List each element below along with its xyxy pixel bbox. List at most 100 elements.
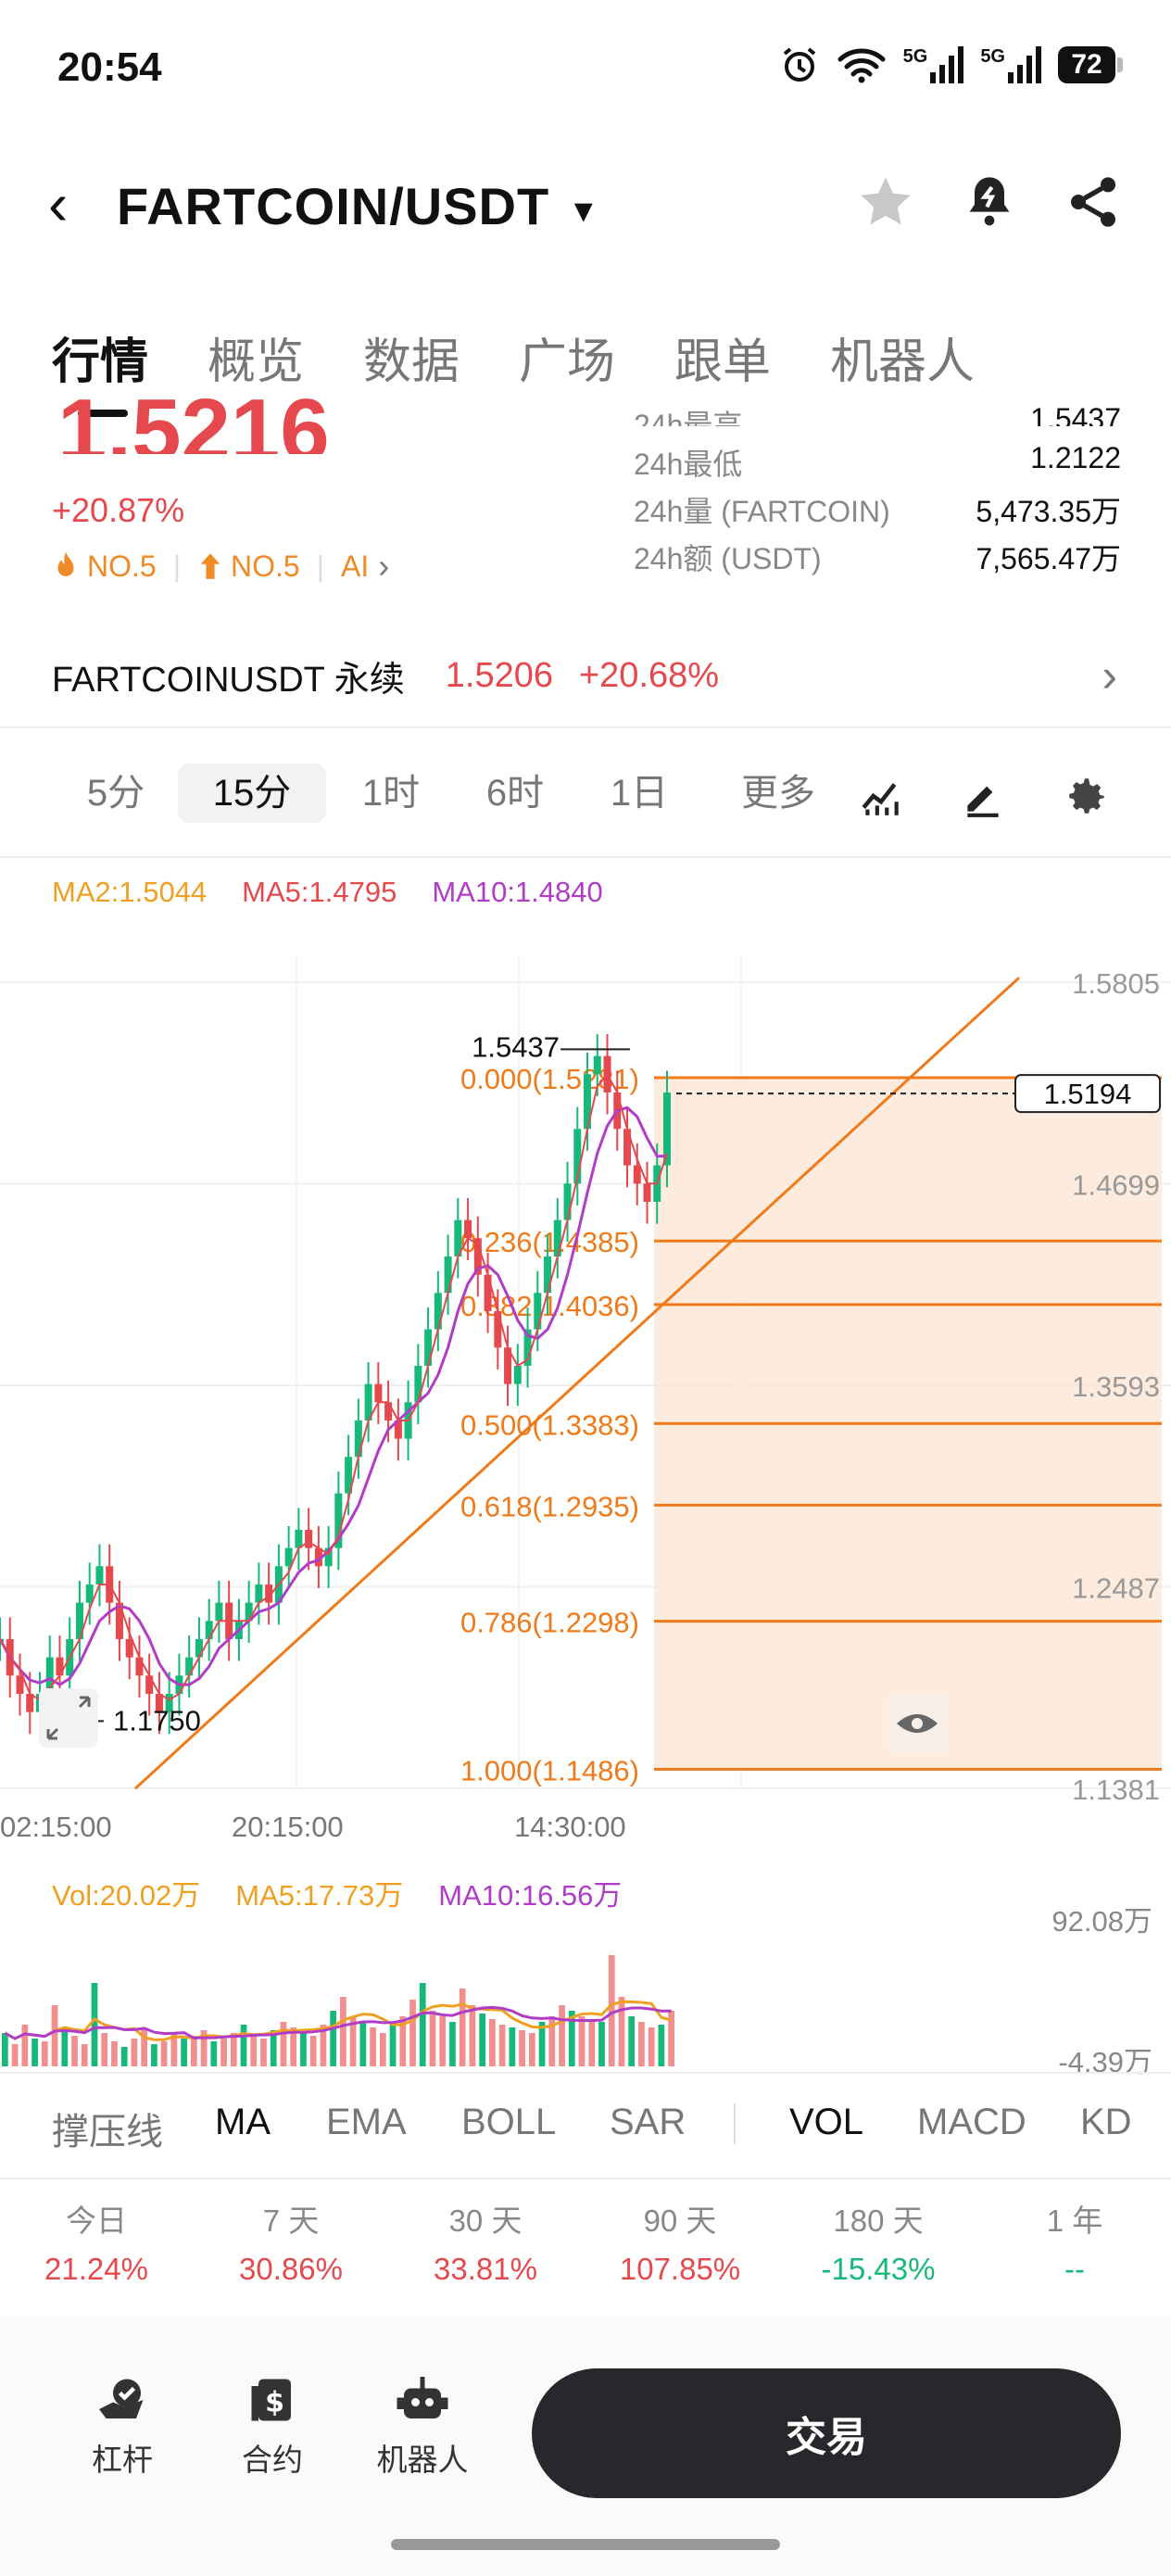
ind-boll[interactable]: BOLL bbox=[461, 2102, 557, 2142]
price-chart[interactable]: 0.000(1.5281)0.236(1.4385)0.382(1.4036)0… bbox=[0, 936, 1171, 1863]
eye-icon[interactable] bbox=[888, 1694, 947, 1753]
volume-bar bbox=[81, 2044, 88, 2066]
draw-pen-icon[interactable] bbox=[960, 773, 1006, 819]
volume-bar bbox=[618, 1997, 625, 2066]
y-tick-label: 1.3593 bbox=[1072, 1370, 1160, 1403]
tf-5m[interactable]: 5分 bbox=[86, 773, 145, 814]
share-icon[interactable] bbox=[1064, 172, 1123, 232]
tf-6h[interactable]: 6时 bbox=[485, 773, 545, 814]
ma2-value: MA2:1.5044 bbox=[52, 876, 208, 908]
nav-contract[interactable]: $ 合约 bbox=[217, 2372, 328, 2480]
perf-1y: 1 年 -- bbox=[982, 2196, 1167, 2287]
gear-icon[interactable] bbox=[1064, 773, 1110, 819]
trendline bbox=[133, 976, 1021, 1790]
vol-ma5-value: MA5:17.73万 bbox=[235, 1879, 404, 1912]
expand-icon-bg bbox=[39, 1688, 98, 1748]
tab-overview[interactable]: 概览 bbox=[208, 335, 305, 389]
perf-value: 33.81% bbox=[434, 2252, 537, 2286]
ma5-line bbox=[0, 1072, 668, 1701]
tab-market[interactable]: 行情 bbox=[52, 335, 149, 389]
bottom-nav: 杠杆 $ 合约 机器人 交易 bbox=[0, 2317, 1171, 2576]
ind-sar[interactable]: SAR bbox=[610, 2102, 686, 2142]
tf-more[interactable]: 更多 bbox=[741, 773, 815, 814]
volume-bar bbox=[91, 1983, 98, 2066]
status-bar: 20:54 5G 5G 72 bbox=[0, 0, 1171, 139]
candle-body bbox=[643, 1183, 651, 1202]
volume-bar bbox=[608, 1955, 615, 2066]
ind-ma[interactable]: MA bbox=[215, 2102, 271, 2142]
tab-bots[interactable]: 机器人 bbox=[830, 335, 976, 389]
leverage-icon bbox=[99, 2379, 144, 2418]
bell-alert-icon[interactable] bbox=[960, 172, 1019, 232]
tab-square[interactable]: 广场 bbox=[519, 335, 616, 389]
ind-macd[interactable]: MACD bbox=[917, 2102, 1026, 2142]
current-price-label: 1.5194 bbox=[1044, 1078, 1132, 1110]
tab-copy-trade[interactable]: 跟单 bbox=[674, 335, 772, 389]
volume-bar bbox=[111, 2041, 118, 2066]
rise-rank: NO.5 bbox=[231, 549, 300, 583]
vol-legend: Vol:20.02万 MA5:17.73万 MA10:16.56万 bbox=[52, 1872, 622, 1913]
ai-badge[interactable]: AI › bbox=[341, 547, 389, 586]
perpetual-row[interactable]: FARTCOINUSDT 永续 1.5206 +20.68% › bbox=[52, 649, 1117, 702]
ind-support[interactable]: 撑压线 bbox=[52, 2112, 163, 2153]
perpetual-price: 1.5206 bbox=[445, 655, 553, 695]
nav-leverage[interactable]: 杠杆 bbox=[67, 2372, 178, 2480]
volume-bar bbox=[250, 2036, 258, 2066]
tf-1d[interactable]: 1日 bbox=[610, 773, 669, 814]
volume-bar bbox=[320, 2025, 327, 2066]
ind-kd[interactable]: KD bbox=[1080, 2102, 1132, 2142]
fib-level-label: 0.000(1.5281) bbox=[460, 1063, 639, 1095]
stat-value: 1.2122 bbox=[1030, 441, 1121, 474]
y-tick-label: 1.5805 bbox=[1072, 967, 1160, 1000]
stat-label: 24h最高 bbox=[634, 409, 743, 426]
candle-body bbox=[45, 1657, 54, 1694]
volume-bar bbox=[598, 2022, 605, 2066]
expand-icon[interactable] bbox=[39, 1688, 98, 1748]
volume-bar bbox=[538, 2022, 546, 2066]
divider bbox=[0, 2072, 1171, 2074]
volume-bar bbox=[61, 2027, 69, 2066]
high-price-label: 1.5437 bbox=[472, 1030, 560, 1063]
volume-bar bbox=[309, 2036, 317, 2066]
svg-text:$: $ bbox=[265, 2387, 284, 2419]
rise-rank-badge[interactable]: NO.5 bbox=[197, 549, 300, 584]
perf-label: 1 年 bbox=[1046, 2203, 1103, 2238]
x-tick-label: 14:30:00 bbox=[514, 1811, 626, 1843]
candle-body bbox=[494, 1310, 502, 1348]
volume-bar bbox=[399, 2016, 407, 2066]
hot-rank-badge[interactable]: NO.5 bbox=[52, 549, 157, 584]
volume-bar bbox=[160, 2041, 168, 2066]
stat-high: 24h最高 1.5437 bbox=[634, 402, 1121, 426]
divider bbox=[0, 2178, 1171, 2179]
stat-value: 5,473.35万 bbox=[976, 495, 1121, 528]
tf-1h[interactable]: 1时 bbox=[361, 773, 421, 814]
candle-body bbox=[295, 1529, 303, 1548]
volume-chart[interactable] bbox=[0, 1918, 1001, 2066]
candle-body bbox=[394, 1420, 402, 1439]
tf-15m[interactable]: 15分 bbox=[178, 764, 326, 823]
status-time: 20:54 bbox=[57, 44, 162, 90]
indicator-tabs: 撑压线 MA EMA BOLL SAR VOL MACD KD bbox=[0, 2076, 1171, 2178]
fib-level-label: 0.786(1.2298) bbox=[460, 1607, 639, 1639]
ind-vol[interactable]: VOL bbox=[789, 2102, 864, 2142]
pair-selector[interactable]: FARTCOIN/USDT ▾ bbox=[117, 176, 594, 236]
trade-button[interactable]: 交易 bbox=[532, 2368, 1121, 2498]
x-tick-label: 20:15:00 bbox=[232, 1811, 344, 1843]
volume-bar bbox=[389, 2025, 397, 2066]
indicator-icon[interactable] bbox=[858, 773, 904, 819]
candle-body bbox=[573, 1129, 582, 1184]
header: ‹ FARTCOIN/USDT ▾ bbox=[0, 148, 1171, 259]
ind-ema[interactable]: EMA bbox=[326, 2102, 407, 2142]
star-icon[interactable] bbox=[856, 172, 915, 232]
candle-body bbox=[185, 1657, 194, 1676]
volume-bar bbox=[498, 2025, 506, 2066]
perf-label: 7 天 bbox=[262, 2203, 320, 2238]
home-indicator bbox=[391, 2539, 780, 2550]
fib-level-label: 0.618(1.2935) bbox=[460, 1490, 639, 1522]
volume-bar bbox=[51, 2005, 58, 2066]
volume-bar bbox=[181, 2039, 187, 2066]
candle-body bbox=[165, 1693, 173, 1712]
nav-bots[interactable]: 机器人 bbox=[367, 2372, 478, 2480]
back-button[interactable]: ‹ bbox=[48, 170, 69, 237]
tab-data[interactable]: 数据 bbox=[363, 335, 460, 389]
